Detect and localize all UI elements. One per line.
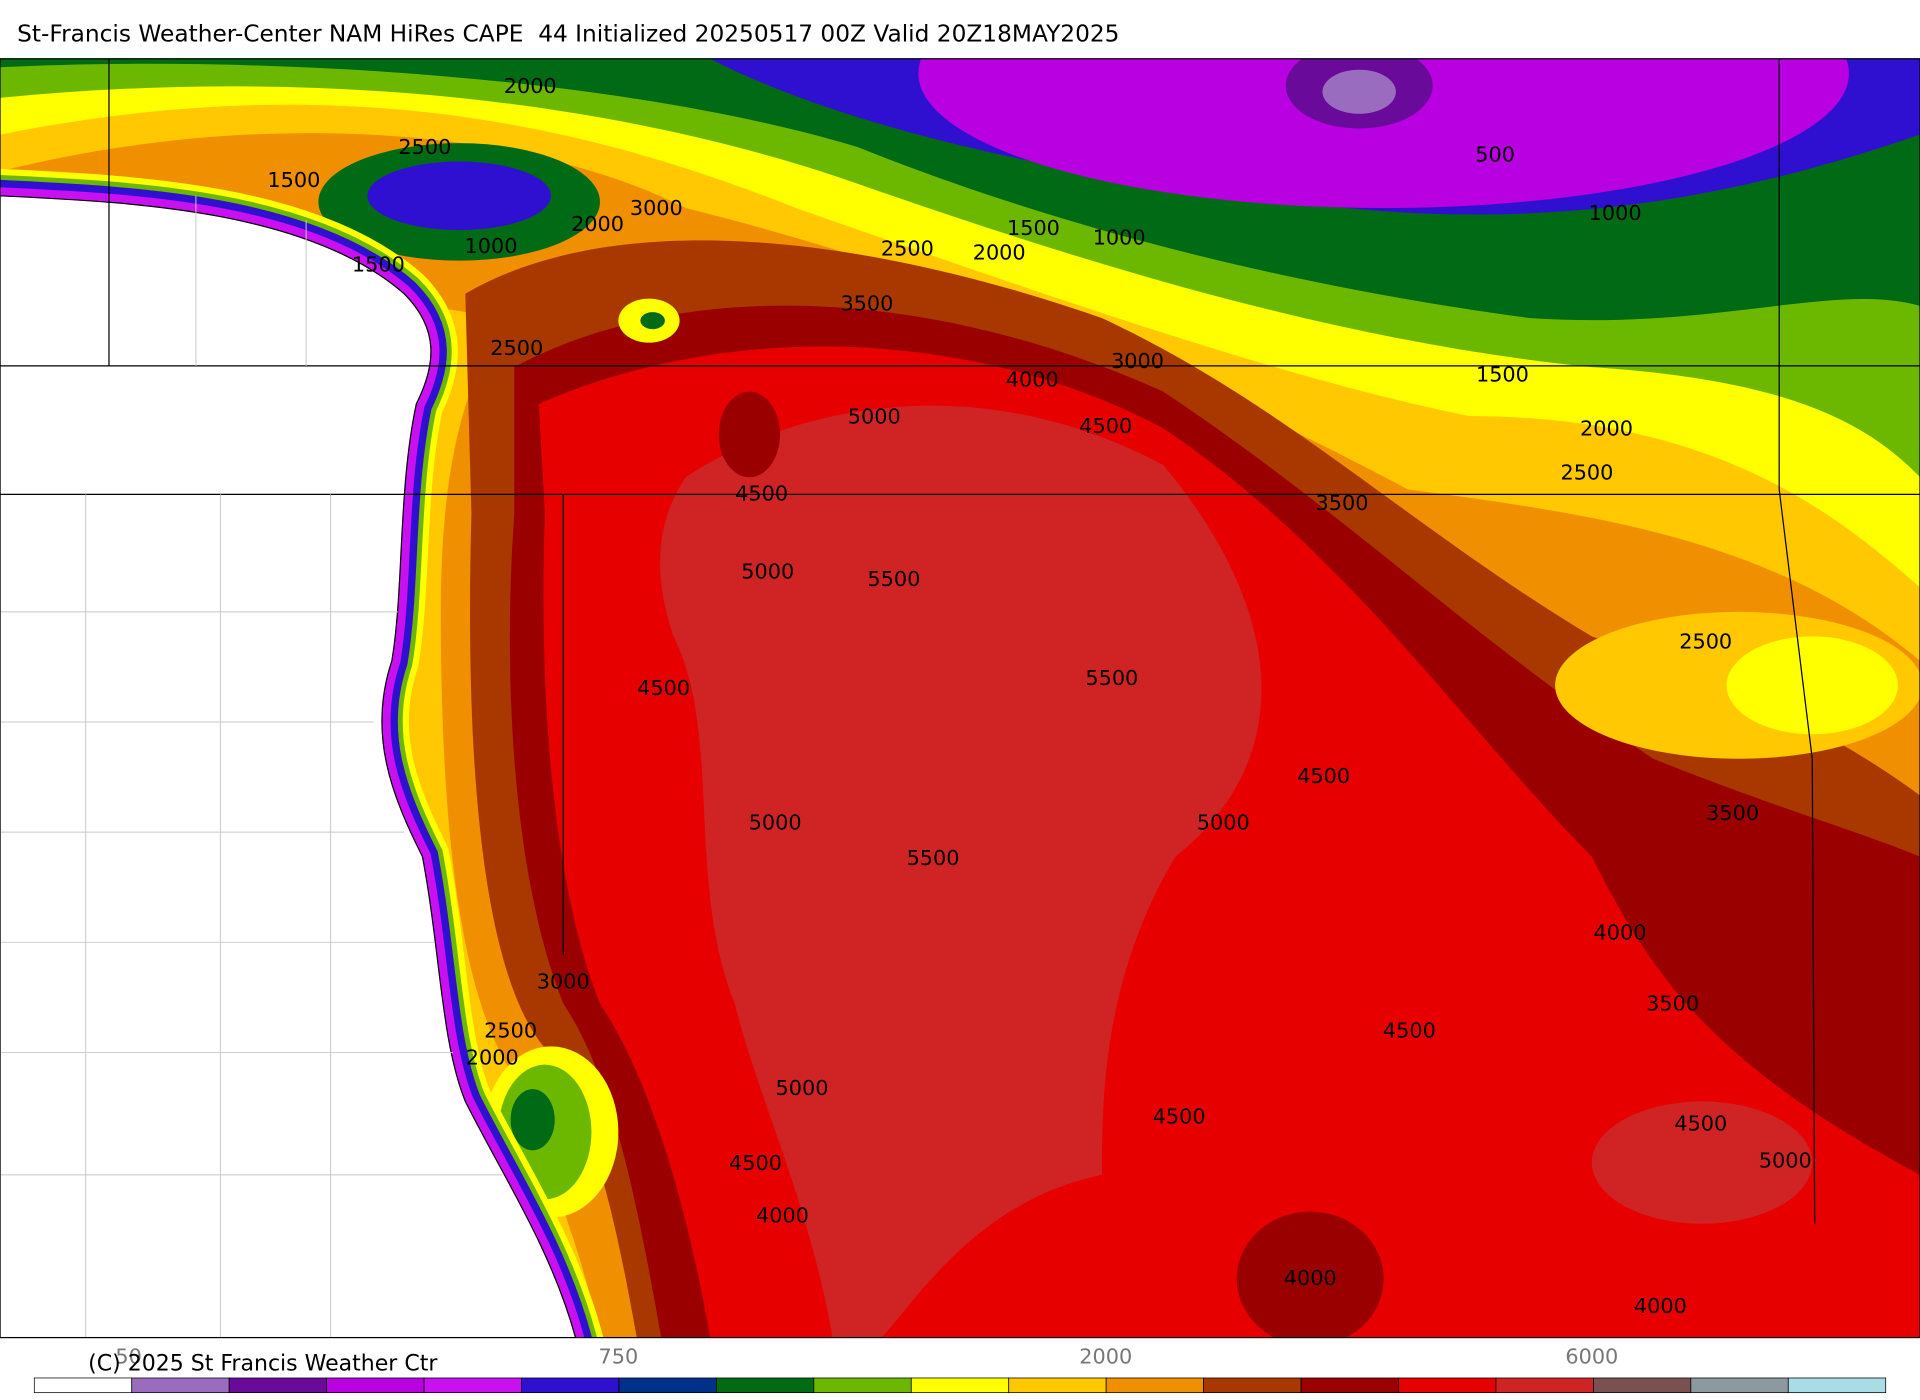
cape-blob [640, 312, 665, 330]
contour-label: 5500 [1085, 666, 1138, 690]
border [1811, 758, 1816, 1224]
cape-blob [1236, 1211, 1384, 1338]
contour-label: 5000 [848, 404, 901, 428]
contour-label: 5000 [741, 560, 794, 584]
contour-label: 2000 [504, 74, 557, 98]
contour-label: 5000 [1197, 811, 1250, 835]
colorbar-label: 6000 [1565, 1344, 1618, 1368]
cape-blob [1591, 1101, 1813, 1224]
map [0, 58, 1920, 1338]
contour-label: 1000 [1093, 226, 1146, 250]
contour-label: 4500 [1153, 1104, 1206, 1128]
colorbar-label: 50 [115, 1344, 141, 1368]
colorbar-swatch [1105, 1377, 1204, 1394]
contour-label: 4500 [729, 1151, 782, 1175]
contour-label: 3000 [630, 196, 683, 220]
contour-label: 5000 [749, 811, 802, 835]
colorbar-swatch [1787, 1377, 1887, 1394]
contour-label: 4500 [637, 676, 690, 700]
colorbar-swatch [423, 1377, 522, 1394]
cape-blob [718, 391, 780, 478]
colorbar-swatch [813, 1377, 912, 1394]
contour-label: 1500 [267, 168, 320, 192]
contour-label: 5500 [907, 846, 960, 870]
contour-label: 4500 [735, 481, 788, 505]
cape-blob [918, 58, 1849, 209]
cape-blob [510, 1089, 555, 1151]
map-frame [0, 58, 1920, 1339]
contour-label: 2500 [881, 237, 934, 261]
contour-label: 3000 [537, 970, 590, 994]
colorbar-swatch [521, 1377, 620, 1394]
colorbar-swatch [1690, 1377, 1789, 1394]
contour-label: 3500 [1706, 801, 1759, 825]
colorbar-swatch [910, 1377, 1010, 1394]
contour-label: 4000 [756, 1203, 809, 1227]
contour-label: 4000 [1284, 1266, 1337, 1290]
colorbar-swatch [1398, 1377, 1497, 1394]
contour-label: 2500 [1679, 629, 1732, 653]
colorbar-swatch [716, 1377, 815, 1394]
contour-label: 4000 [1006, 368, 1059, 392]
colorbar: 50 750 2000 6000 [33, 1344, 1887, 1394]
contour-label: 1500 [1007, 216, 1060, 240]
contour-label: 2000 [1580, 417, 1633, 441]
contour-label: 3500 [1646, 992, 1699, 1016]
contour-label: 1000 [465, 234, 518, 258]
contour-label: 4500 [1079, 414, 1132, 438]
cape-blob [1726, 636, 1898, 735]
colorbar-swatch [1495, 1377, 1594, 1394]
contour-label: 4000 [1594, 921, 1647, 945]
contour-label: 3500 [840, 292, 893, 316]
cape-blob [1322, 69, 1396, 114]
colorbar-swatch [1008, 1377, 1107, 1394]
contour-label: 1500 [1476, 363, 1529, 387]
contour-label: 1000 [1589, 201, 1642, 225]
colorbar-swatch [326, 1377, 425, 1394]
contour-label: 5000 [776, 1076, 829, 1100]
colorbar-swatch [33, 1377, 133, 1394]
cape-blob [367, 161, 552, 231]
colorbar-swatch [1593, 1377, 1692, 1394]
contour-label: 2500 [490, 336, 543, 360]
contour-label: 4000 [1634, 1294, 1687, 1318]
colorbar-label: 750 [599, 1344, 639, 1368]
contour-label: 3000 [1111, 349, 1164, 373]
contour-label: 2500 [484, 1019, 537, 1043]
colorbar-swatch [131, 1377, 230, 1394]
colorbar-swatch [228, 1377, 327, 1394]
contour-label: 2500 [398, 135, 451, 159]
contour-label: 4500 [1674, 1112, 1727, 1136]
title: St-Francis Weather-Center NAM HiRes CAPE… [17, 21, 1119, 48]
colorbar-label: 2000 [1079, 1344, 1132, 1368]
colorbar-swatch [618, 1377, 717, 1394]
contour-label: 4500 [1383, 1019, 1436, 1043]
contour-label: 2000 [571, 212, 624, 236]
contour-label: 5500 [867, 567, 920, 591]
colorbar-swatch [1203, 1377, 1302, 1394]
contour-label: 1500 [352, 253, 405, 277]
contour-label: 2500 [1560, 461, 1613, 485]
copyright: (C) 2025 St Francis Weather Ctr [88, 1352, 438, 1377]
contour-label: 2000 [973, 240, 1026, 264]
cape-band [660, 405, 1262, 1338]
contour-label: 3500 [1316, 491, 1369, 515]
contour-label: 2000 [466, 1046, 519, 1070]
border [1778, 489, 1813, 759]
colorbar-swatch [1300, 1377, 1399, 1394]
contour-label: 4500 [1297, 764, 1350, 788]
contour-label: 500 [1475, 142, 1515, 166]
contour-label: 5000 [1759, 1148, 1812, 1172]
